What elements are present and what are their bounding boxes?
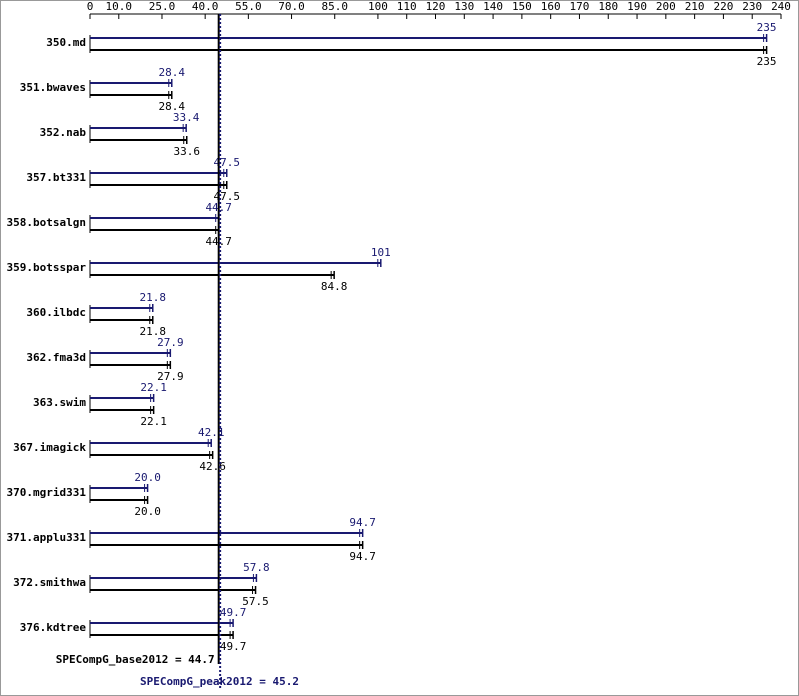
x-tick-label: 120 <box>426 0 446 13</box>
value-label: 42.6 <box>199 460 226 473</box>
value-label: 94.7 <box>349 550 376 563</box>
category-label: 352.nab <box>40 126 87 139</box>
x-tick-label: 210 <box>685 0 705 13</box>
x-tick-label: 160 <box>541 0 561 13</box>
x-tick-label: 55.0 <box>235 0 262 13</box>
x-tick-label: 85.0 <box>321 0 348 13</box>
value-label: 33.6 <box>173 145 200 158</box>
category-label: 351.bwaves <box>20 81 86 94</box>
value-label: 235 <box>757 55 777 68</box>
x-tick-label: 140 <box>483 0 503 13</box>
category-label: 376.kdtree <box>20 621 87 634</box>
category-label: 360.ilbdc <box>26 306 86 319</box>
category-label: 358.botsalgn <box>7 216 86 229</box>
value-label: 28.4 <box>159 66 186 79</box>
category-label: 363.swim <box>33 396 86 409</box>
value-label: 49.7 <box>220 606 247 619</box>
value-label: 49.7 <box>220 640 247 653</box>
value-label: 47.5 <box>214 156 241 169</box>
x-tick-label: 240 <box>771 0 791 13</box>
x-tick-label: 0 <box>87 0 94 13</box>
x-tick-label: 25.0 <box>149 0 176 13</box>
x-tick-label: 70.0 <box>278 0 305 13</box>
value-label: 21.8 <box>140 291 167 304</box>
value-label: 28.4 <box>159 100 186 113</box>
x-tick-label: 130 <box>454 0 474 13</box>
x-tick-label: 200 <box>656 0 676 13</box>
value-label: 57.8 <box>243 561 270 574</box>
x-tick-label: 170 <box>570 0 590 13</box>
reference-label: SPECompG_peak2012 = 45.2 <box>140 675 299 688</box>
category-label: 367.imagick <box>13 441 86 454</box>
x-tick-label: 180 <box>598 0 618 13</box>
reference-label: SPECompG_base2012 = 44.7 <box>56 653 215 666</box>
value-label: 57.5 <box>242 595 269 608</box>
x-tick-label: 150 <box>512 0 532 13</box>
value-label: 20.0 <box>134 471 161 484</box>
value-label: 22.1 <box>140 381 167 394</box>
value-label: 33.4 <box>173 111 200 124</box>
x-tick-label: 230 <box>742 0 762 13</box>
category-label: 362.fma3d <box>26 351 86 364</box>
category-label: 350.md <box>46 36 86 49</box>
category-label: 370.mgrid331 <box>7 486 87 499</box>
category-label: 371.applu331 <box>7 531 87 544</box>
value-label: 101 <box>371 246 391 259</box>
value-label: 84.8 <box>321 280 348 293</box>
x-tick-label: 10.0 <box>106 0 133 13</box>
x-tick-label: 190 <box>627 0 647 13</box>
x-tick-label: 110 <box>397 0 417 13</box>
value-label: 27.9 <box>157 336 184 349</box>
x-tick-label: 40.0 <box>192 0 219 13</box>
value-label: 22.1 <box>140 415 167 428</box>
category-label: 372.smithwa <box>13 576 86 589</box>
value-label: 21.8 <box>140 325 167 338</box>
value-label: 94.7 <box>349 516 376 529</box>
value-label: 20.0 <box>134 505 161 518</box>
value-label: 27.9 <box>157 370 184 383</box>
category-label: 357.bt331 <box>26 171 86 184</box>
category-label: 359.botsspar <box>7 261 87 274</box>
x-tick-label: 220 <box>713 0 733 13</box>
x-tick-label: 100 <box>368 0 388 13</box>
value-label: 235 <box>757 21 777 34</box>
